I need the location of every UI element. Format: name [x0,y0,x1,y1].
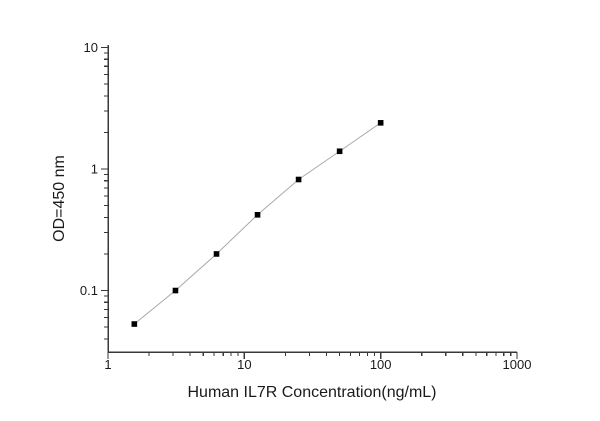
standard-curve-line [134,122,381,325]
data-point-marker [254,212,261,218]
y-axis-tick-label: 0.1 [80,283,98,298]
y-axis-tick-label: 1 [91,162,98,177]
x-axis-tick-label: 10 [237,357,251,372]
plot-render-layer: 1 10 100 1000 0.1 1 10 [80,40,532,372]
data-point-marker [213,251,220,257]
y-axis-title: OD=450 nm [51,155,68,242]
x-axis-tick-label: 1 [104,357,111,372]
x-axis-tick-label: 1000 [503,357,532,372]
x-axis-title: Human IL7R Concentration(ng/mL) [187,384,436,401]
data-point-marker [336,148,343,155]
data-point-marker [131,321,138,327]
data-point-marker [295,176,302,183]
x-axis-tick-label: 100 [370,357,392,372]
data-point-marker [377,120,384,126]
data-point-marker [172,287,179,294]
y-axis-tick-label: 10 [84,40,98,55]
